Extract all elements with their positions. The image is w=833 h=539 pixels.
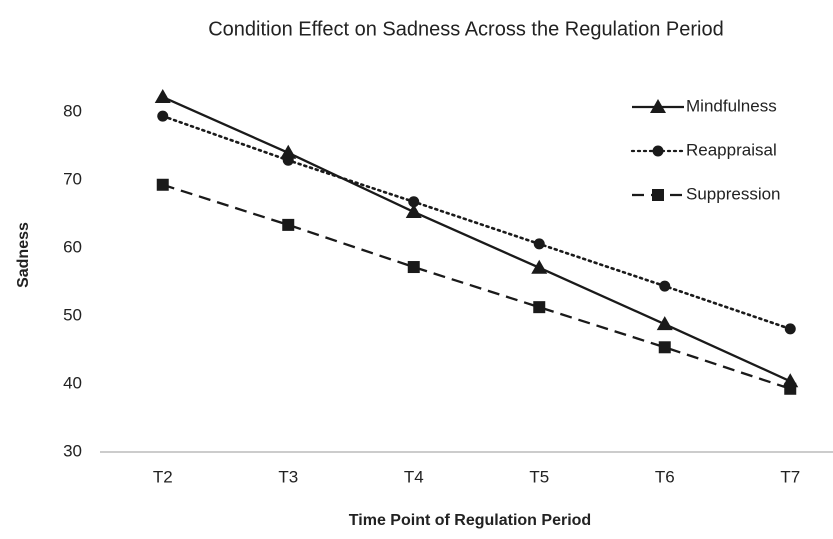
y-tick-label: 30 — [63, 441, 82, 460]
y-tick-label: 50 — [63, 305, 82, 324]
marker — [407, 261, 420, 274]
marker — [652, 189, 664, 201]
series-line — [162, 183, 791, 390]
marker — [659, 280, 671, 292]
marker — [658, 341, 671, 354]
marker — [280, 144, 297, 159]
marker — [650, 99, 666, 113]
y-tick-label: 40 — [63, 373, 82, 392]
x-tick-label: T5 — [529, 467, 549, 486]
y-tick-label: 60 — [63, 237, 82, 256]
legend-label: Mindfulness — [686, 96, 777, 115]
marker — [156, 178, 169, 191]
marker — [405, 203, 422, 218]
marker — [154, 89, 171, 104]
marker — [408, 196, 420, 208]
legend-label: Suppression — [686, 184, 781, 203]
marker — [533, 301, 546, 314]
y-tick-label: 80 — [63, 101, 82, 120]
x-tick-label: T6 — [655, 467, 675, 486]
x-tick-label: T4 — [404, 467, 424, 486]
series-line — [162, 95, 791, 383]
marker — [533, 238, 545, 250]
legend-label: Reappraisal — [686, 140, 777, 159]
marker — [531, 259, 548, 274]
marker — [656, 316, 673, 331]
x-axis-label: Time Point of Regulation Period — [349, 512, 591, 529]
series-line — [161, 114, 792, 331]
marker — [784, 382, 797, 395]
x-tick-label: T3 — [278, 467, 298, 486]
marker — [157, 110, 169, 122]
marker — [652, 145, 664, 157]
y-axis-label: Sadness — [15, 222, 32, 288]
marker — [282, 154, 294, 166]
x-tick-label: T7 — [780, 467, 800, 486]
marker — [282, 218, 295, 231]
x-tick-label: T2 — [153, 467, 173, 486]
y-tick-label: 70 — [63, 169, 82, 188]
marker — [784, 323, 796, 335]
chart-title: Condition Effect on Sadness Across the R… — [208, 18, 724, 40]
